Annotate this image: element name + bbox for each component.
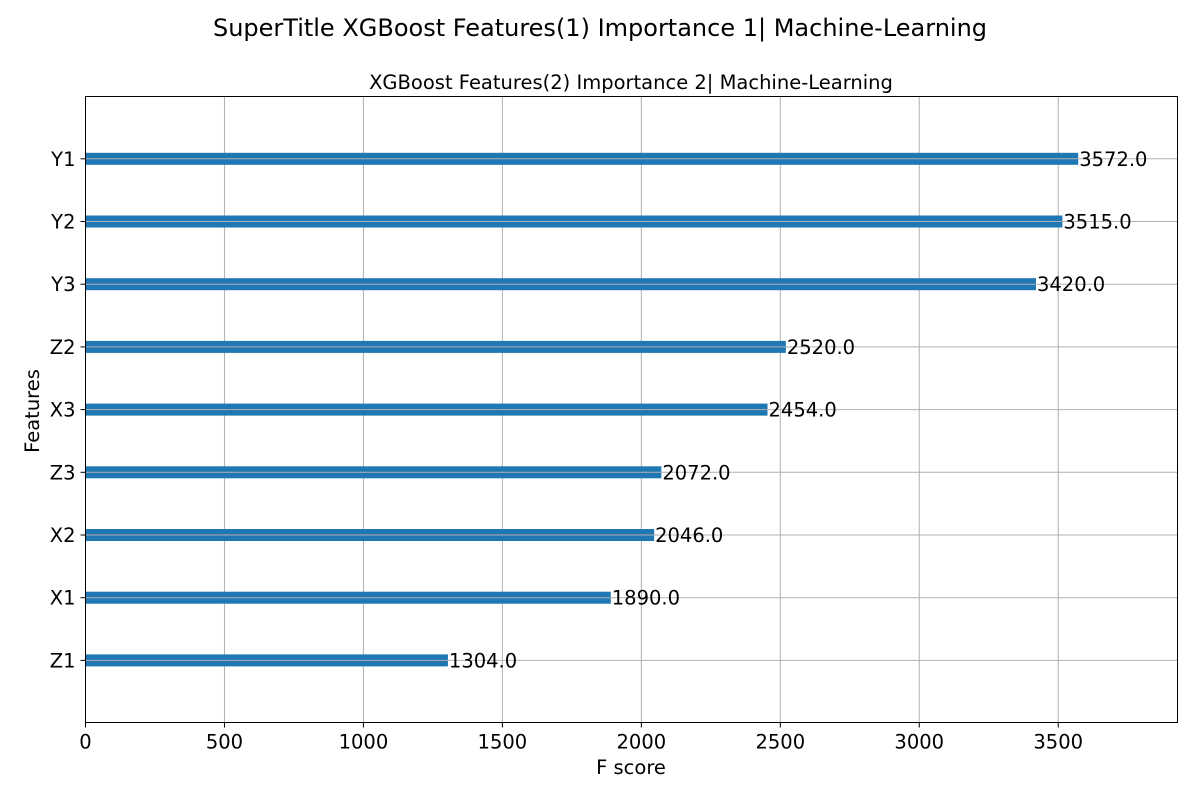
axis-ticks: 0 500 1000 1500 2000 2500 3000 3500 Y1 Y2 Y3 Z2 X3 Z3… xyxy=(50,148,1083,754)
y-tick-label: Z2 xyxy=(50,336,76,359)
y-tick-label: Z3 xyxy=(50,461,76,484)
chart-super-title: SuperTitle XGBoost Features(1) Importanc… xyxy=(213,14,987,42)
bar-value-label: 3515.0 xyxy=(1063,211,1131,234)
x-tick-label: 500 xyxy=(206,731,243,754)
x-tick-label: 0 xyxy=(79,731,91,754)
bar-value-label: 1890.0 xyxy=(612,587,680,610)
y-tick-label: X2 xyxy=(50,524,76,547)
bar-value-label: 2072.0 xyxy=(662,461,730,484)
bar-value-label: 2520.0 xyxy=(787,336,855,359)
bar-value-label: 2046.0 xyxy=(655,524,723,547)
x-tick-label: 2000 xyxy=(617,731,667,754)
y-tick-label: Z1 xyxy=(50,649,76,672)
chart-title: XGBoost Features(2) Importance 2| Machin… xyxy=(369,71,893,94)
x-tick-label: 2500 xyxy=(755,731,805,754)
y-tick-label: X1 xyxy=(50,587,76,610)
y-tick-label: X3 xyxy=(50,399,76,422)
y-tick-label: Y3 xyxy=(50,273,75,296)
x-tick-label: 3500 xyxy=(1033,731,1083,754)
bar-value-label: 1304.0 xyxy=(449,649,517,672)
bar-value-label: 2454.0 xyxy=(769,399,837,422)
y-tick-label: Y1 xyxy=(50,148,75,171)
x-tick-label: 3000 xyxy=(894,731,944,754)
y-axis-label: Features xyxy=(21,369,44,453)
x-tick-label: 1000 xyxy=(339,731,389,754)
x-axis-label: F score xyxy=(596,756,666,779)
bar-value-label: 3572.0 xyxy=(1079,148,1147,171)
bars: 3572.0 3515.0 3420.0 2520.0 2454.0 2072.0 2046… xyxy=(85,148,1147,672)
x-tick-label: 1500 xyxy=(478,731,528,754)
bar-value-label: 3420.0 xyxy=(1037,273,1105,296)
y-tick-label: Y2 xyxy=(50,211,75,234)
